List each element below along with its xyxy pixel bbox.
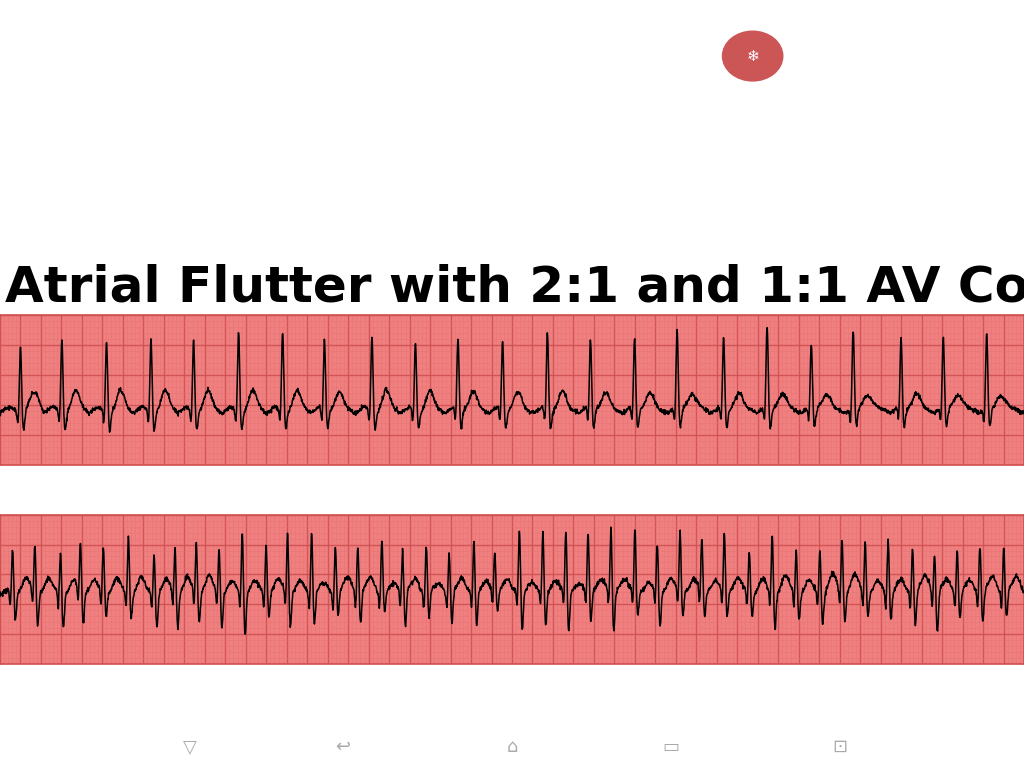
Text: ▽: ▽ [182,738,197,756]
Text: ⌂: ⌂ [506,738,518,756]
Text: Atrial Flutter with 2:1 and 1:1 AV Conduction: Atrial Flutter with 2:1 and 1:1 AV Condu… [5,263,1024,311]
Text: ⊡: ⊡ [833,738,847,756]
Text: ↩: ↩ [336,738,350,756]
Text: ▭: ▭ [663,738,679,756]
Text: ❄: ❄ [746,48,759,64]
Circle shape [723,31,782,81]
